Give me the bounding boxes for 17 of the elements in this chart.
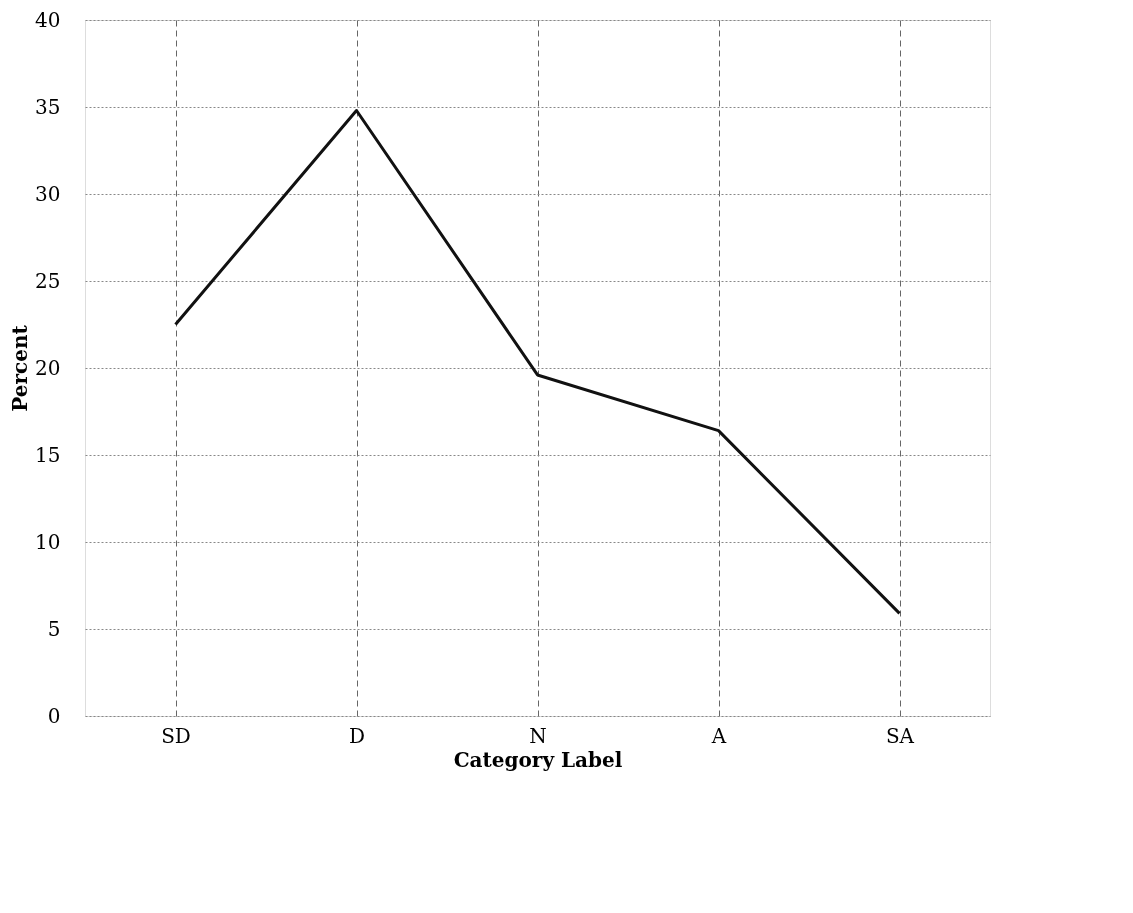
y-axis-title: Percent xyxy=(8,324,33,412)
y-tick-label: 25 xyxy=(35,268,61,293)
y-tick-label: 10 xyxy=(35,529,61,554)
y-tick-label: 5 xyxy=(47,616,61,641)
y-tick-label: 35 xyxy=(35,94,61,119)
x-tick-label: N xyxy=(529,723,547,748)
line-series xyxy=(174,108,901,615)
y-tick-label: 40 xyxy=(35,7,61,32)
x-tick-label: D xyxy=(348,723,366,748)
y-tick-label: 15 xyxy=(35,442,61,467)
y-tick-label: 30 xyxy=(35,181,61,206)
x-axis-title: Category Label xyxy=(453,747,623,772)
x-tick-label: SD xyxy=(161,723,191,748)
x-tick-label: A xyxy=(710,723,727,748)
x-tick-label: SA xyxy=(885,723,915,748)
y-tick-label: 20 xyxy=(35,355,61,380)
y-tick-label: 0 xyxy=(47,703,61,728)
